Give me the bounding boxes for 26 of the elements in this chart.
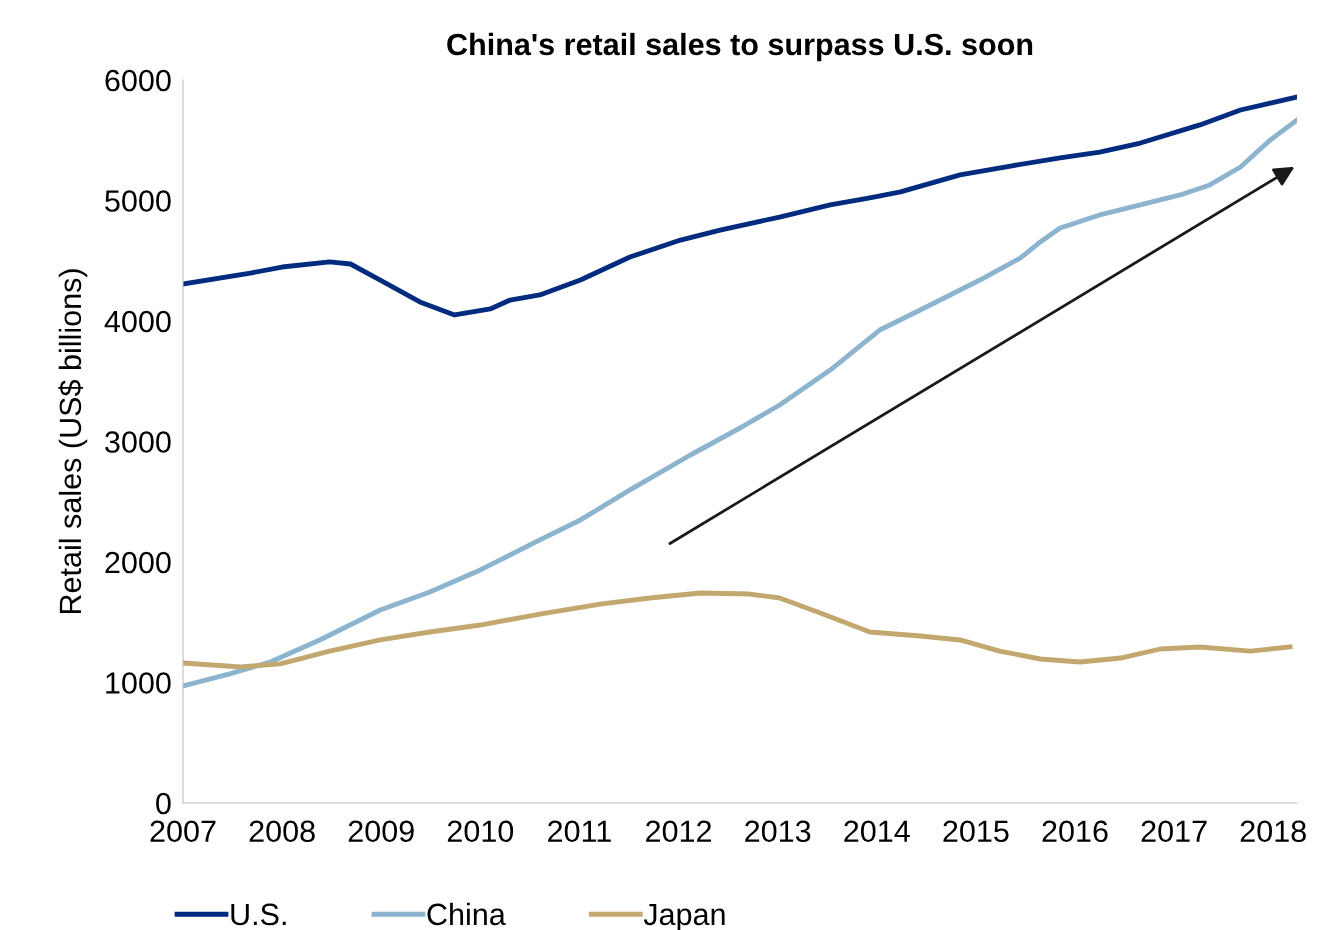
x-tick-label: 2008 xyxy=(249,820,315,843)
y-tick-label: 1000 xyxy=(106,672,171,694)
legend-label: China xyxy=(427,902,506,926)
line-series xyxy=(183,590,1293,670)
y-tick-label: 3000 xyxy=(105,431,171,453)
x-tick-label: 2018 xyxy=(1240,820,1306,843)
y-tick-label: 5000 xyxy=(105,190,171,212)
x-tick-label: 2012 xyxy=(646,820,712,843)
legend-label: U.S. xyxy=(231,903,286,926)
x-tick-label: 2015 xyxy=(943,820,1009,843)
y-tick-label: 4000 xyxy=(104,310,171,333)
x-tick-label: 2013 xyxy=(745,820,811,843)
line-series xyxy=(183,94,1297,318)
y-tick-label: 6000 xyxy=(105,69,171,92)
chart-title: China's retail sales to surpass U.S. soon xyxy=(447,32,1033,62)
x-tick-label: 2016 xyxy=(1042,820,1108,843)
y-tick-label: 0 xyxy=(156,792,171,815)
x-tick-label: 2009 xyxy=(348,820,414,843)
y-axis-title: Retail sales (US$ billions) xyxy=(58,269,88,614)
y-tick-label: 2000 xyxy=(105,551,171,574)
x-tick-label: 2017 xyxy=(1141,820,1207,843)
x-tick-label: 2011 xyxy=(548,820,611,843)
x-tick-label: 2014 xyxy=(844,820,910,843)
x-tick-label: 2007 xyxy=(150,820,216,843)
line-series xyxy=(183,117,1297,689)
x-tick-label: 2010 xyxy=(447,820,514,843)
